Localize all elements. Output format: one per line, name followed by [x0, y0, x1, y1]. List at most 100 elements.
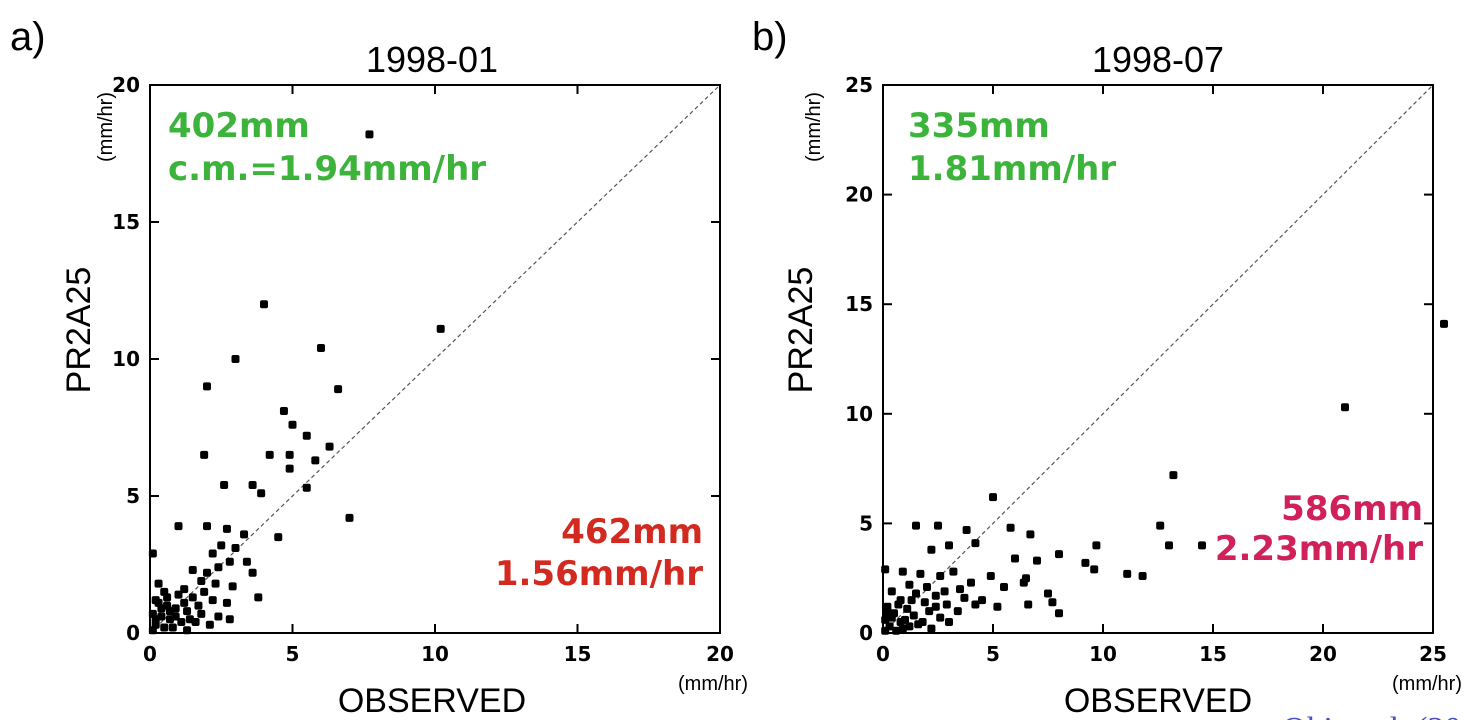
panel-a-data-point — [203, 382, 211, 391]
panel-a-data-point — [231, 544, 240, 553]
panel-a-x-axis-label: OBSERVED — [338, 682, 526, 720]
panel-a-data-point — [285, 450, 294, 459]
panel-a-data-point — [231, 355, 240, 363]
panel-b-data-point — [903, 604, 912, 613]
panel-b-data-point — [1165, 541, 1173, 550]
panel-b-x-tick-label: 20 — [1309, 642, 1337, 666]
panel-a-data-point — [436, 324, 445, 333]
panel-b-data-point — [1138, 572, 1147, 581]
panel-a-y-tick-label: 20 — [112, 73, 140, 97]
panel-b-data-point — [931, 602, 940, 611]
panel-b-data-point — [901, 615, 909, 624]
panel-b-points — [881, 319, 1448, 635]
panel-b-data-point — [1440, 319, 1448, 328]
panel-b-y-tick-label: 20 — [845, 183, 873, 207]
panel-a-data-point — [214, 612, 223, 621]
panel-a-data-point — [325, 442, 334, 451]
panel-b-data-point — [898, 624, 907, 633]
panel-a-points — [148, 130, 445, 635]
panel-b-data-point — [887, 587, 896, 596]
panel-b-red-mean: 2.23mm/hr — [1215, 529, 1423, 569]
panel-a-data-point — [220, 481, 229, 490]
panel-a-data-point — [345, 513, 354, 522]
panel-b-data-point — [1092, 541, 1101, 550]
panel-a-x-tick-label: 10 — [421, 642, 449, 666]
panel-b-data-point — [916, 569, 925, 578]
panel-a-data-point — [157, 604, 166, 613]
panel-b-data-point — [945, 618, 953, 627]
panel-b-data-point — [907, 596, 916, 605]
panel-a-data-point — [222, 598, 231, 607]
panel-a-data-point — [208, 596, 217, 605]
panel-a-x-tick-label: 0 — [143, 642, 157, 666]
panel-b-y-axis-label: PR2A25 — [782, 267, 820, 394]
panel-a-red-total: 462mm — [561, 512, 703, 552]
panel-b-x-tick-label: 5 — [986, 642, 1000, 666]
panel-a-x-tick-label: 20 — [706, 642, 734, 666]
panel-a-data-point — [165, 607, 174, 616]
panel-b-x-axis-label: OBSERVED — [1064, 682, 1252, 720]
panel-b-data-point — [1026, 530, 1035, 539]
panel-a-x-unit: (mm/hr) — [678, 673, 748, 695]
panel-b-data-point — [914, 620, 923, 629]
panel-a-data-point — [288, 420, 297, 429]
panel-b-data-point — [905, 622, 914, 631]
panel-b-y-tick-label: 25 — [845, 73, 873, 97]
panel-a-y-tick-label: 0 — [126, 621, 140, 645]
panel-a-y-tick-label: 10 — [112, 347, 140, 371]
panel-a-y-unit: (mm/hr) — [95, 92, 117, 162]
panel-b-data-point — [912, 589, 920, 598]
panel-a-one-to-one-line — [149, 84, 721, 634]
panel-a-data-point — [285, 464, 294, 473]
panel-a-data-point — [163, 593, 172, 602]
panel-b-data-point — [1169, 471, 1178, 480]
panel-a-data-point — [311, 456, 320, 465]
panel-b-data-point — [1198, 541, 1206, 550]
panel-b-y-unit: (mm/hr) — [803, 92, 825, 162]
panel-a-data-point — [217, 541, 226, 550]
panel-b-data-point — [942, 600, 951, 609]
panel-b-data-point — [1011, 554, 1019, 563]
panel-b-data-point — [1081, 558, 1090, 567]
panel-b-data-point — [967, 578, 975, 587]
panel-b-data-point — [936, 572, 945, 581]
panel-a-data-point — [148, 549, 157, 558]
panel-a-data-point — [302, 483, 311, 492]
panel-a-data-point — [183, 607, 192, 616]
panel-b-data-point — [962, 525, 971, 534]
panel-b-data-point — [1090, 565, 1099, 574]
panel-a-data-point — [160, 623, 169, 632]
panel-b-letter: b) — [752, 15, 788, 59]
panel-b-x-tick-label: 25 — [1419, 642, 1447, 666]
panel-b-data-point — [1024, 600, 1033, 609]
panel-b-plot-frame — [882, 84, 1434, 634]
panel-b-data-point — [945, 541, 953, 550]
panel-b-y-tick-label: 0 — [859, 621, 873, 645]
panel-a-data-point — [240, 530, 249, 539]
panel-b-data-point — [1055, 609, 1063, 618]
panel-a-data-point — [197, 609, 206, 618]
panel-a-data-point — [302, 431, 311, 440]
panel-a-ticks: 0 5 10 15 20 0 5 10 15 20 — [112, 73, 734, 666]
panel-b-data-point — [1123, 569, 1132, 578]
panel-b-data-point — [949, 567, 958, 576]
panel-a-data-point — [185, 615, 194, 624]
panel-b-ticks: 0 5 10 15 20 25 0 5 10 15 20 25 — [845, 73, 1447, 666]
panel-b-data-point — [881, 615, 890, 624]
panel-a-data-point — [208, 549, 217, 558]
panel-b-data-point — [956, 585, 964, 594]
panel-a-data-point — [188, 565, 197, 574]
panel-b-data-point — [894, 600, 903, 609]
panel-b-red-total: 586mm — [1281, 489, 1423, 529]
panel-b-data-point — [883, 609, 892, 618]
panel-b-data-point — [912, 521, 920, 530]
panel-b-data-point — [936, 613, 945, 622]
panel-b-data-point — [1055, 550, 1063, 559]
panel-a-data-point — [248, 481, 257, 490]
panel-b-data-point — [883, 602, 892, 611]
panel-a-data-point — [188, 593, 197, 602]
panel-a-data-point — [279, 407, 288, 416]
panel-a-data-point — [317, 344, 325, 353]
panel-b-data-point — [1019, 578, 1028, 587]
panel-b-data-point — [925, 607, 934, 616]
